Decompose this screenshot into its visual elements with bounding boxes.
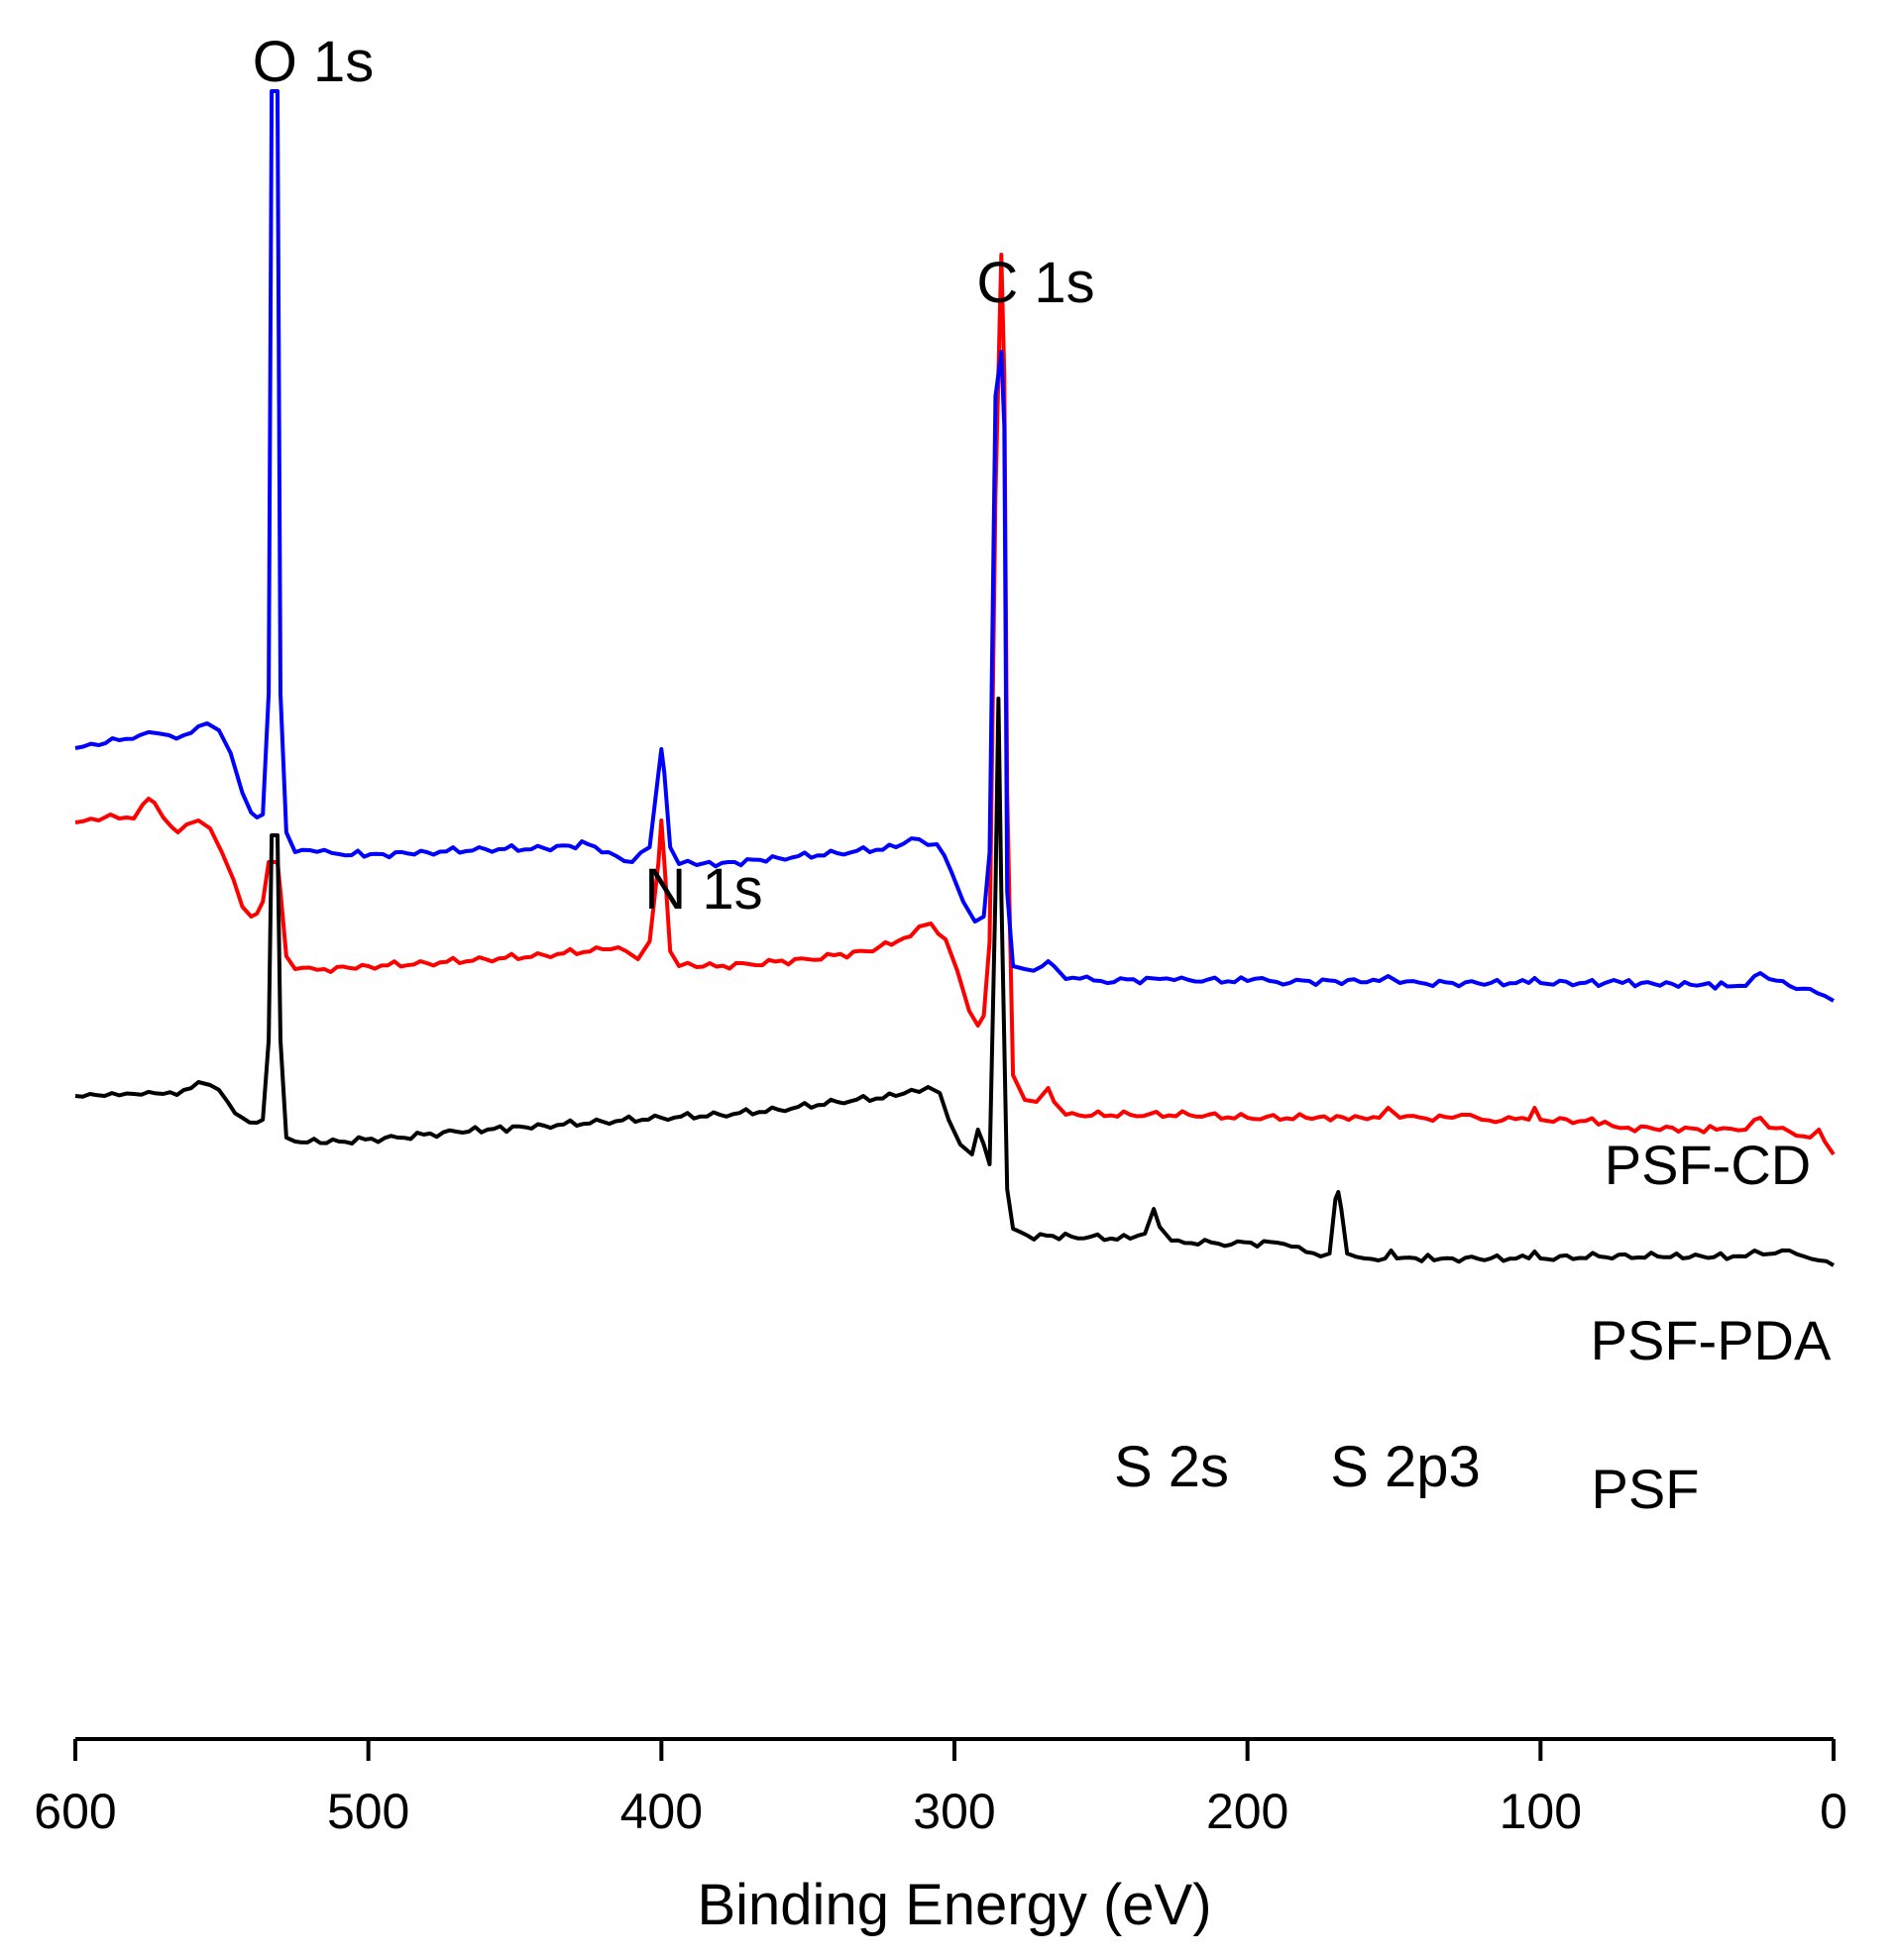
peak-label-s2s: S 2s <box>1114 1435 1229 1499</box>
series-line-psf <box>74 697 1836 1267</box>
series-label-psf: PSF <box>1592 1458 1700 1520</box>
peak-label-c1s: C 1s <box>976 251 1094 315</box>
peak-label-n1s: N 1s <box>644 857 762 922</box>
spectra <box>74 89 1836 1267</box>
x-tick-label-400: 400 <box>620 1784 703 1839</box>
x-axis-title: Binding Energy (eV) <box>697 1873 1211 1937</box>
x-tick-label-200: 200 <box>1206 1784 1288 1839</box>
x-tick-label-100: 100 <box>1500 1784 1582 1839</box>
peak-label-o1s: O 1s <box>253 30 375 94</box>
series-label-psf-cd: PSF-CD <box>1605 1134 1811 1196</box>
series-line-psf-pda <box>74 253 1836 1156</box>
peak-label-s2p3: S 2p3 <box>1330 1435 1481 1499</box>
x-tick-label-0: 0 <box>1820 1784 1847 1839</box>
x-tick-label-600: 600 <box>34 1784 116 1839</box>
x-tick-label-500: 500 <box>327 1784 409 1839</box>
series-label-psf-pda: PSF-PDA <box>1591 1309 1832 1371</box>
x-tick-label-300: 300 <box>913 1784 995 1839</box>
x-axis-ticks: 600 500 400 300 200 100 0 <box>34 1739 1847 1839</box>
series-line-psf-cd <box>74 89 1835 1003</box>
